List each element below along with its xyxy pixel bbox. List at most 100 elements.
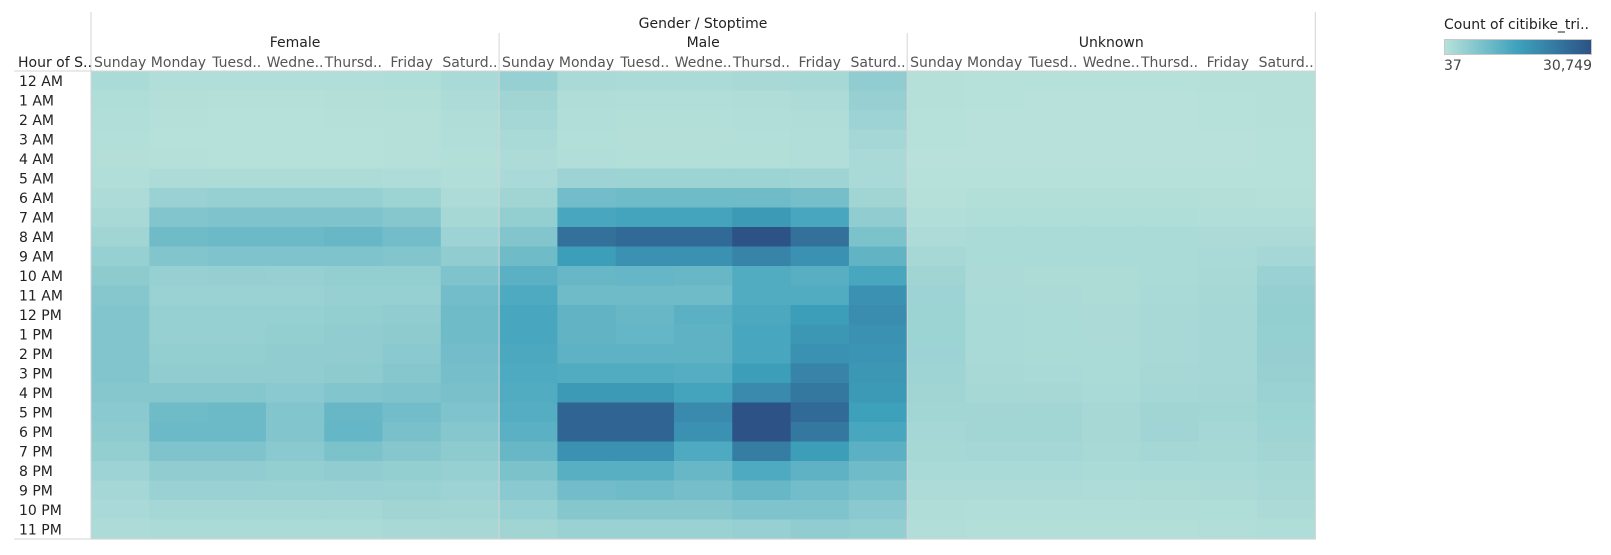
heatmap-cell: [382, 305, 442, 326]
heatmap-cell: [1023, 188, 1083, 209]
heatmap-cell: [207, 188, 267, 209]
heatmap-cell: [1082, 519, 1141, 540]
heatmap-cell: [91, 246, 150, 267]
heatmap-cell: [207, 422, 267, 443]
heatmap-cell: [557, 90, 617, 111]
heatmap-cell: [1140, 285, 1200, 306]
heatmap-cell: [1082, 500, 1141, 521]
heatmap-cell: [1140, 246, 1200, 267]
heatmap-cell: [848, 90, 908, 111]
heatmap-cell: [382, 90, 442, 111]
heatmap-cell: [324, 149, 384, 170]
heatmap-cell: [1023, 363, 1083, 384]
heatmap-cell: [440, 422, 500, 443]
heatmap-cell: [207, 500, 267, 521]
row-label: 3 AM: [19, 133, 54, 149]
heatmap-cell: [1257, 363, 1316, 384]
heatmap-cell: [732, 383, 792, 404]
heatmap-cell: [440, 305, 500, 326]
heatmap-cell: [265, 324, 325, 345]
heatmap-cell: [499, 129, 558, 150]
heatmap-cell: [91, 344, 150, 365]
heatmap-cell: [324, 188, 384, 209]
heatmap-cell: [965, 363, 1025, 384]
heatmap-cell: [732, 110, 792, 131]
heatmap-cell: [499, 71, 558, 92]
heatmap-cell: [615, 71, 675, 92]
heatmap-cell: [265, 168, 325, 189]
group-label: Male: [687, 35, 720, 51]
heatmap-cell: [848, 363, 908, 384]
heatmap-cell: [674, 207, 733, 228]
column-label: Thursd..: [732, 55, 790, 71]
heatmap-cell: [674, 519, 733, 540]
heatmap-cell: [557, 402, 617, 423]
heatmap-cell: [382, 110, 442, 131]
heatmap-cell: [382, 246, 442, 267]
heatmap-cell: [149, 285, 209, 306]
heatmap-cell: [382, 383, 442, 404]
heatmap-cell: [91, 90, 150, 111]
heatmap-cell: [848, 383, 908, 404]
heatmap-cell: [965, 344, 1025, 365]
heatmap-cell: [149, 266, 209, 287]
heatmap-cell: [1082, 344, 1141, 365]
row-label: 6 PM: [19, 425, 53, 441]
heatmap-cell: [382, 149, 442, 170]
heatmap-cell: [674, 500, 733, 521]
heatmap-cell: [265, 90, 325, 111]
heatmap-cell: [965, 383, 1025, 404]
heatmap-cell: [907, 71, 967, 92]
column-label: Monday: [559, 55, 614, 71]
heatmap-cell: [1023, 246, 1083, 267]
heatmap-cell: [1140, 383, 1200, 404]
heatmap-cell: [207, 71, 267, 92]
heatmap-cell: [1198, 383, 1258, 404]
heatmap-cell: [1140, 441, 1200, 462]
heatmap-cell: [440, 363, 500, 384]
heatmap-cell: [615, 519, 675, 540]
heatmap-cell: [848, 480, 908, 501]
heatmap-cell: [848, 149, 908, 170]
heatmap-cell: [1140, 422, 1200, 443]
heatmap-cell: [207, 480, 267, 501]
heatmap-cell: [91, 149, 150, 170]
heatmap-cell: [848, 188, 908, 209]
heatmap-cell: [907, 207, 967, 228]
heatmap-cell: [732, 344, 792, 365]
heatmap-cell: [907, 90, 967, 111]
column-label: Sunday: [94, 55, 146, 71]
color-legend: Count of citibike_tri.. 37 30,749: [1444, 17, 1604, 74]
heatmap-cell: [1140, 266, 1200, 287]
heatmap-cell: [1082, 90, 1141, 111]
heatmap-cell: [265, 383, 325, 404]
heatmap-cell: [324, 519, 384, 540]
heatmap-cell: [207, 441, 267, 462]
heatmap-cell: [848, 324, 908, 345]
heatmap-cell: [557, 246, 617, 267]
heatmap-cell: [907, 422, 967, 443]
row-label: 3 PM: [19, 367, 53, 383]
heatmap-cell: [91, 402, 150, 423]
heatmap-cell: [907, 305, 967, 326]
heatmap-cell: [848, 441, 908, 462]
heatmap-cell: [907, 344, 967, 365]
row-label: 11 AM: [19, 289, 63, 305]
heatmap-cell: [1257, 441, 1316, 462]
heatmap-cell: [91, 461, 150, 482]
heatmap-cell: [1140, 90, 1200, 111]
heatmap-cell: [848, 266, 908, 287]
heatmap-cell: [265, 129, 325, 150]
heatmap-cell: [149, 363, 209, 384]
heatmap-cell: [557, 285, 617, 306]
heatmap-cell: [965, 188, 1025, 209]
row-header-label: Hour of S..: [18, 55, 92, 71]
heatmap-cell: [557, 305, 617, 326]
row-label: 7 AM: [19, 211, 54, 227]
heatmap-cell: [1140, 519, 1200, 540]
heatmap-cell: [324, 363, 384, 384]
heatmap-cell: [674, 149, 733, 170]
heatmap-cell: [324, 90, 384, 111]
heatmap-cell: [557, 71, 617, 92]
heatmap-cell: [848, 227, 908, 248]
